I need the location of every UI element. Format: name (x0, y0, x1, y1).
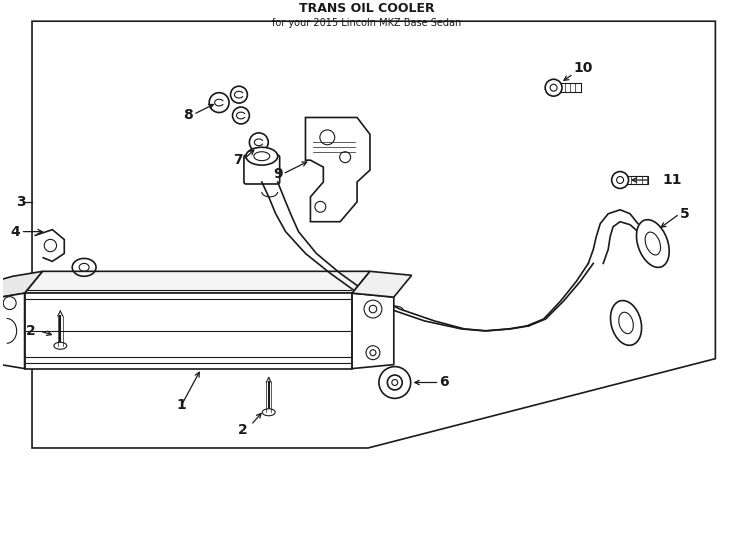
Text: 11: 11 (663, 173, 683, 187)
FancyBboxPatch shape (620, 176, 648, 185)
Circle shape (209, 93, 229, 112)
Polygon shape (0, 293, 24, 369)
Ellipse shape (611, 301, 642, 345)
Text: for your 2015 Lincoln MKZ Base Sedan: for your 2015 Lincoln MKZ Base Sedan (272, 18, 462, 28)
Text: 10: 10 (574, 61, 593, 75)
Circle shape (3, 296, 16, 309)
Circle shape (617, 177, 624, 184)
Circle shape (611, 172, 628, 188)
FancyBboxPatch shape (244, 155, 280, 184)
Ellipse shape (254, 152, 269, 161)
Polygon shape (24, 293, 352, 369)
Text: 3: 3 (16, 195, 26, 209)
Circle shape (320, 130, 335, 145)
Circle shape (366, 346, 380, 360)
Polygon shape (352, 271, 412, 297)
Circle shape (370, 350, 376, 356)
Ellipse shape (54, 342, 67, 349)
Text: 7: 7 (233, 153, 243, 167)
Circle shape (369, 305, 377, 313)
Text: TRANS OIL COOLER: TRANS OIL COOLER (299, 2, 435, 15)
Circle shape (315, 201, 326, 212)
Text: 5: 5 (680, 207, 689, 221)
Circle shape (392, 380, 398, 386)
Ellipse shape (262, 409, 275, 416)
Polygon shape (24, 271, 370, 293)
Circle shape (233, 107, 250, 124)
Text: 8: 8 (184, 107, 193, 122)
Ellipse shape (619, 312, 633, 334)
Text: 4: 4 (11, 225, 21, 239)
Circle shape (379, 367, 410, 399)
FancyBboxPatch shape (553, 83, 581, 92)
Circle shape (545, 79, 562, 96)
Polygon shape (0, 271, 43, 298)
Text: 6: 6 (440, 375, 449, 389)
Ellipse shape (636, 220, 669, 267)
Text: 2: 2 (238, 423, 248, 437)
Circle shape (250, 133, 268, 152)
Circle shape (388, 375, 402, 390)
Circle shape (44, 239, 57, 252)
Polygon shape (352, 293, 394, 369)
Text: 2: 2 (26, 324, 35, 338)
Circle shape (340, 152, 351, 163)
Ellipse shape (246, 147, 277, 165)
Circle shape (550, 84, 557, 91)
Text: 9: 9 (273, 167, 283, 181)
Text: 1: 1 (176, 399, 186, 413)
Circle shape (364, 300, 382, 318)
Circle shape (230, 86, 247, 103)
Ellipse shape (645, 232, 661, 255)
